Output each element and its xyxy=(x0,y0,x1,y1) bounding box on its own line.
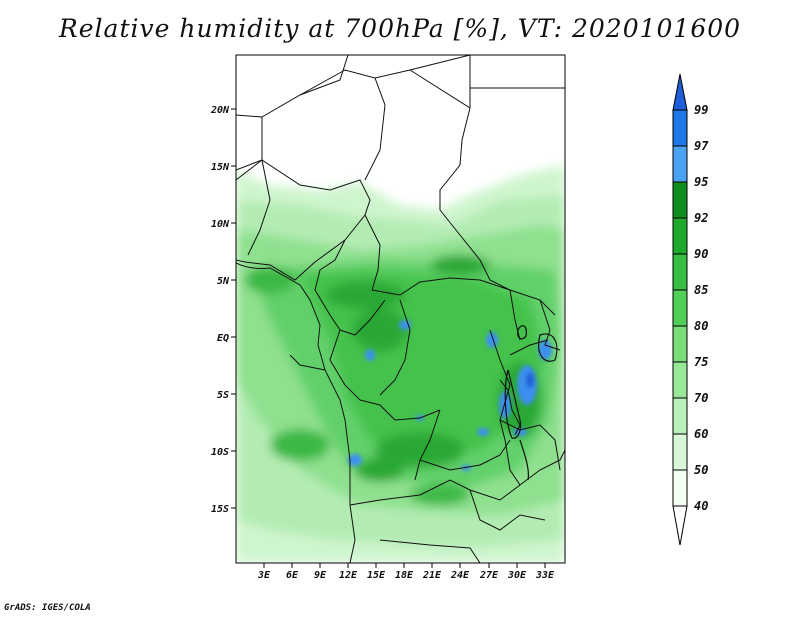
colorbar-segment xyxy=(672,289,688,327)
lat-tick-label: 15N xyxy=(211,162,230,173)
colorbar-label: 99 xyxy=(694,103,708,117)
colorbar-label: 75 xyxy=(694,355,708,369)
colorbar-label: 40 xyxy=(694,499,708,513)
colorbar-label: 92 xyxy=(694,211,708,225)
lat-tick-label: 10N xyxy=(211,219,230,230)
colorbar-segment xyxy=(672,145,688,183)
grads-credit: GrADS: IGES/COLA xyxy=(4,603,91,613)
lon-tick-label: 21E xyxy=(422,570,442,581)
colorbar-segment xyxy=(672,469,688,507)
lon-tick-label: 33E xyxy=(535,570,555,581)
colorbar-label: 50 xyxy=(694,463,708,477)
lat-tick-label: 5N xyxy=(217,276,230,287)
colorbar-label: 80 xyxy=(694,319,708,333)
colorbar-segment xyxy=(672,181,688,219)
lat-tick-label: 20N xyxy=(210,105,230,116)
lat-axis: 20N 15N 10N 5N EQ 5S 10S 15S xyxy=(210,105,236,515)
country-borders xyxy=(236,55,565,563)
colorbar-top-arrow xyxy=(672,73,688,111)
colorbar-segment xyxy=(672,217,688,255)
lon-tick-label: 6E xyxy=(286,570,299,581)
colorbar-segment xyxy=(672,433,688,471)
lon-axis: 3E 6E 9E 12E 15E 18E 21E 24E 27E 30E 33E xyxy=(257,563,555,581)
colorbar-label: 95 xyxy=(694,175,708,189)
colorbar-segment xyxy=(672,397,688,435)
lon-tick-label: 30E xyxy=(507,570,527,581)
colorbar-label: 97 xyxy=(694,139,709,153)
colorbar-label: 90 xyxy=(694,247,708,261)
colorbar-bottom-arrow xyxy=(672,505,688,546)
colorbar-segment xyxy=(672,109,688,147)
lon-tick-label: 12E xyxy=(339,570,358,581)
lon-tick-label: 18E xyxy=(395,570,414,581)
map-title: Relative humidity at 700hPa [%], VT: 202… xyxy=(58,14,742,43)
colorbar-segment xyxy=(672,325,688,363)
colorbar-label: 70 xyxy=(694,391,708,405)
lon-tick-label: 9E xyxy=(314,570,327,581)
lat-tick-label: 15S xyxy=(211,504,229,515)
lon-tick-label: 24E xyxy=(450,570,470,581)
colorbar-segment xyxy=(672,361,688,399)
colorbar-label: 85 xyxy=(694,283,708,297)
lon-tick-label: 15E xyxy=(367,570,386,581)
lon-tick-label: 27E xyxy=(479,570,499,581)
lat-tick-label: 10S xyxy=(211,447,229,458)
lat-tick-label: 5S xyxy=(217,390,229,401)
lon-tick-label: 3E xyxy=(257,570,271,581)
humidity-field xyxy=(236,55,565,563)
colorbar-segment xyxy=(672,253,688,291)
lat-tick-label: EQ xyxy=(217,333,229,344)
colorbar: 99 97 95 92 90 85 80 75 70 60 50 40 xyxy=(672,73,709,546)
colorbar-label: 60 xyxy=(694,427,708,441)
map-frame xyxy=(235,54,566,564)
